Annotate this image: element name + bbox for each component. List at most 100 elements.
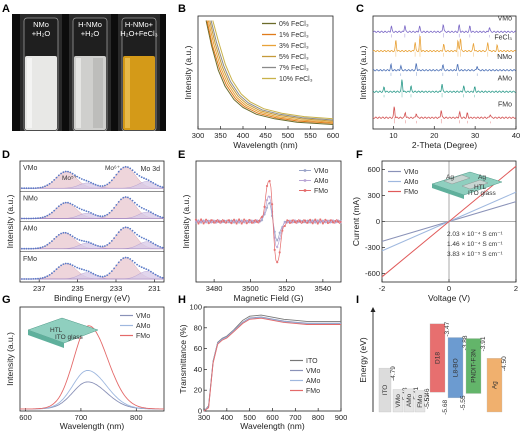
e-data-point <box>235 222 238 225</box>
e-legend-label: FMo <box>314 188 328 195</box>
h-ytick-label: 40 <box>194 365 202 374</box>
d-data-point <box>101 185 104 187</box>
e-data-point <box>243 220 246 224</box>
d-data-point <box>113 237 115 240</box>
f-ytick-label: -600 <box>365 269 380 278</box>
f-inset-glass-edge <box>432 184 464 199</box>
d-data-point <box>115 204 118 206</box>
f-legend-label: FMo <box>404 189 418 196</box>
e-data-point <box>210 219 213 222</box>
d-xtick-label: 231 <box>148 284 161 293</box>
i-level-top-value: -3.47 <box>444 321 451 336</box>
d-data-point <box>60 203 62 206</box>
h-ytick-label: 80 <box>194 323 202 332</box>
i-axis-arrow <box>370 307 376 312</box>
d-data-point <box>21 278 23 280</box>
d-data-point <box>74 174 76 177</box>
d-data-point <box>152 182 155 184</box>
g-xtick-label: 700 <box>75 413 88 422</box>
d-data-point <box>115 173 118 176</box>
panel-letter-a: A <box>2 3 10 15</box>
d-data-point <box>108 242 111 245</box>
e-series-line <box>195 195 341 248</box>
d-data-point <box>145 178 148 181</box>
e-legend-marker <box>303 189 307 192</box>
e-data-point <box>260 215 264 218</box>
d-data-point <box>44 185 46 188</box>
d-data-point <box>145 209 148 211</box>
i-level-bar <box>447 337 464 399</box>
d-data-point <box>131 199 134 202</box>
d-data-point <box>122 166 125 169</box>
panel-letter-g: G <box>2 294 11 306</box>
d-data-point <box>97 274 99 277</box>
e-data-point <box>220 220 223 223</box>
d-data-point <box>110 209 113 212</box>
d-ylabel: Intensity (a.u.) <box>5 194 15 248</box>
d-data-point <box>21 247 23 250</box>
d-data-point <box>97 214 99 217</box>
f-inset-electrode <box>461 179 489 190</box>
g-inset-label-ito: ITO glass <box>55 334 83 341</box>
d-data-point <box>74 205 76 207</box>
panel-letter-f: F <box>356 149 363 161</box>
d-stack-label: AMo <box>23 226 38 233</box>
d-data-point <box>117 170 120 173</box>
g-xlabel: Wavelength (nm) <box>60 421 125 431</box>
d-data-point <box>53 238 56 240</box>
h-legend-label: VMo <box>306 368 321 375</box>
d-data-point <box>124 226 127 229</box>
d-data-point <box>25 217 28 220</box>
c-pattern-line <box>372 62 516 72</box>
e-data-point <box>283 221 286 224</box>
d-data-point <box>140 206 143 209</box>
f-inset-label-htl: HTL <box>474 184 487 191</box>
d-data-point <box>46 184 49 187</box>
d-data-point <box>30 247 32 250</box>
i-level-bar <box>486 358 503 413</box>
d-data-point <box>74 265 76 268</box>
d-data-point <box>104 214 106 217</box>
e-data-point <box>278 237 281 240</box>
d-data-point <box>101 245 104 248</box>
d-data-point <box>147 239 150 242</box>
d-data-point <box>87 211 90 213</box>
e-data-point <box>331 221 335 224</box>
e-data-point <box>255 220 258 223</box>
d-data-point <box>152 242 155 245</box>
e-data-point <box>194 218 198 221</box>
d-stack-label: NMo <box>23 195 38 202</box>
c-ylabel: Intensity (a.u.) <box>358 45 368 99</box>
e-xtick-label: 3540 <box>315 284 332 293</box>
d-data-point <box>71 264 74 267</box>
e-data-point <box>245 222 248 225</box>
e-data-point <box>205 218 208 221</box>
f-xlabel: Voltage (V) <box>428 293 470 303</box>
g-inset-label-htl: HTL <box>50 327 63 334</box>
d-data-point <box>124 256 127 259</box>
d-data-point <box>78 177 81 179</box>
i-level-bar <box>392 389 404 413</box>
e-data-point <box>268 201 271 205</box>
d-data-point <box>83 269 85 271</box>
panel-c: 10 20 30 40 2-Theta (Degree) Intensity (a.u.)… <box>358 16 520 150</box>
f-inset-electrode <box>443 174 471 185</box>
d-data-point <box>120 198 122 201</box>
d-data-point <box>85 240 88 243</box>
panel-i: Energy (eV)ITO-4.79VMo-5.43AMo-5.41FMo-5… <box>358 307 508 415</box>
d-data-point <box>106 213 109 216</box>
e-data-point <box>283 224 286 228</box>
e-data-point <box>253 219 256 222</box>
d-data-point <box>147 269 150 272</box>
i-ylabel: Energy (eV) <box>358 337 368 383</box>
d-data-point <box>71 203 74 206</box>
d-data-point <box>129 167 132 170</box>
d-stack-label: VMo <box>23 165 38 172</box>
d-data-point <box>44 245 46 248</box>
f-legend-label: VMo <box>404 169 419 176</box>
d-data-point <box>143 208 145 210</box>
d-xtick-label: 237 <box>33 284 46 293</box>
panel-letter-b: B <box>178 3 186 15</box>
d-data-point <box>127 196 129 199</box>
panel-letter-c: C <box>356 3 364 15</box>
